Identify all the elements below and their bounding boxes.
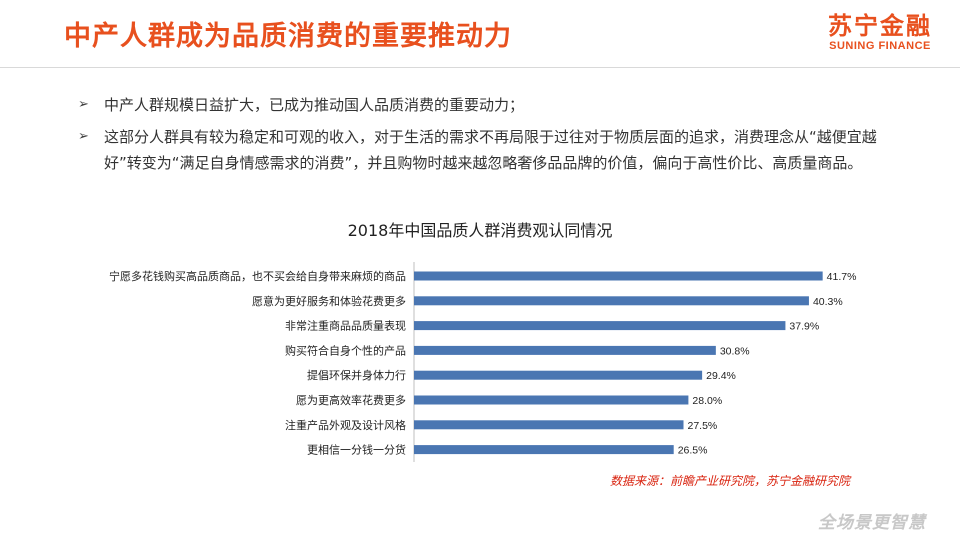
bar	[414, 296, 809, 306]
bar	[414, 420, 684, 430]
category-label: 愿意为更好服务和体验花费更多	[252, 294, 406, 308]
bullet-list: ➢ 中产人群规模日益扩大，已成为推动国人品质消费的重要动力； ➢ 这部分人群具有…	[78, 92, 878, 182]
category-label: 注重产品外观及设计风格	[285, 418, 406, 432]
data-label: 26.5%	[678, 445, 708, 457]
data-label: 29.4%	[706, 370, 736, 382]
bullet-text: 这部分人群具有较为稳定和可观的收入，对于生活的需求不再局限于过往对于物质层面的追…	[104, 128, 877, 172]
data-label: 30.8%	[720, 345, 750, 357]
category-label: 愿为更高效率花费更多	[296, 393, 406, 407]
bullet-item: ➢ 这部分人群具有较为稳定和可观的收入，对于生活的需求不再局限于过往对于物质层面…	[78, 124, 878, 176]
data-label: 41.7%	[827, 271, 857, 283]
category-label: 提倡环保并身体力行	[307, 368, 406, 382]
header-divider	[0, 67, 960, 68]
category-label: 购买符合自身个性的产品	[285, 343, 406, 357]
data-source: 数据来源：前瞻产业研究院，苏宁金融研究院	[609, 474, 850, 488]
data-label: 28.0%	[692, 395, 722, 407]
footer-watermark: 全场景更智慧	[818, 513, 926, 533]
data-label: 37.9%	[789, 321, 819, 333]
page-title: 中产人群成为品质消费的重要推动力	[64, 21, 512, 52]
category-label: 非常注重商品品质量表现	[285, 319, 406, 333]
bar	[414, 321, 786, 331]
bar	[414, 370, 703, 380]
arrow-bullet-icon: ➢	[78, 97, 89, 112]
arrow-bullet-icon: ➢	[78, 129, 89, 144]
bar-chart: 2018年中国品质人群消费观认同情况宁愿多花钱购买高品质商品，也不买会给自身带来…	[109, 221, 857, 462]
bullet-item: ➢ 中产人群规模日益扩大，已成为推动国人品质消费的重要动力；	[78, 92, 878, 118]
chart-title: 2018年中国品质人群消费观认同情况	[348, 221, 613, 240]
data-label: 40.3%	[813, 296, 843, 308]
category-label: 更相信一分钱一分货	[307, 443, 406, 457]
logo-text-en: SUNING FINANCE	[829, 40, 931, 52]
bar	[414, 395, 689, 405]
data-label: 27.5%	[688, 420, 718, 432]
suning-finance-logo: 苏宁金融 SUNING FINANCE	[828, 12, 932, 52]
logo-text-cn: 苏宁金融	[828, 12, 932, 40]
bar	[414, 271, 823, 281]
bar	[414, 445, 674, 455]
category-label: 宁愿多花钱购买高品质商品，也不买会给自身带来麻烦的商品	[109, 269, 406, 283]
bar	[414, 345, 716, 355]
bullet-text: 中产人群规模日益扩大，已成为推动国人品质消费的重要动力；	[104, 96, 525, 114]
